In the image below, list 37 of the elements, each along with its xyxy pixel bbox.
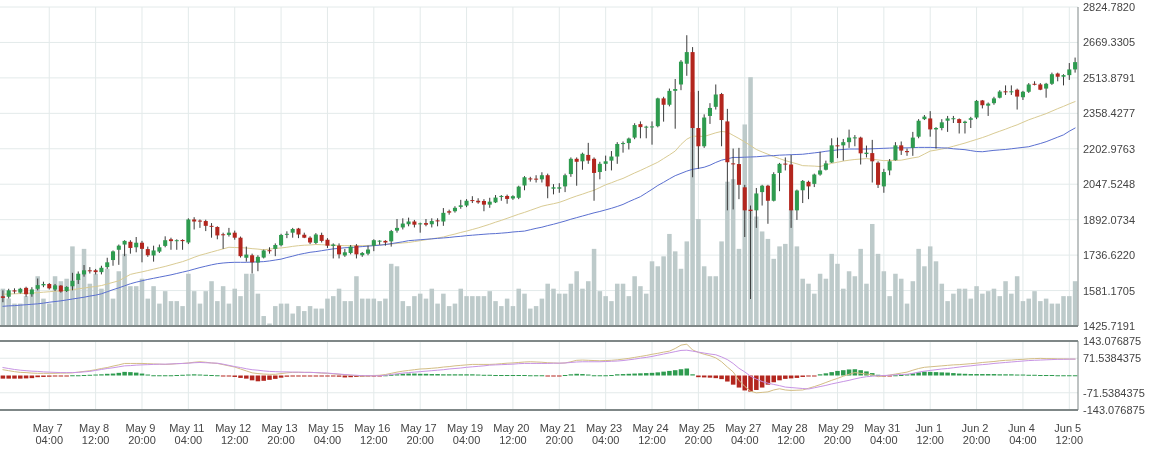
y-tick-label: 1892.0734 xyxy=(1083,213,1135,226)
x-tick-label: May 8 12:00 xyxy=(79,422,113,446)
x-tick-label: May 29 20:00 xyxy=(817,422,858,446)
y-tick-label: 2202.9763 xyxy=(1083,142,1135,155)
x-tick-label: May 7 04:00 xyxy=(32,422,66,446)
y-tick-label: 1425.7191 xyxy=(1083,320,1135,332)
x-tick-label: May 16 12:00 xyxy=(354,422,394,446)
x-tick-label: May 28 12:00 xyxy=(771,422,811,446)
y-tick-label: 71.5384375 xyxy=(1083,352,1142,365)
x-tick-label: May 9 20:00 xyxy=(125,422,159,446)
x-tick-label: May 11 04:00 xyxy=(169,422,208,446)
x-tick-label: May 20 12:00 xyxy=(493,422,533,446)
x-tick-label: May 19 04:00 xyxy=(446,422,487,446)
x-tick-label: May 31 04:00 xyxy=(864,422,904,446)
x-tick-label: May 27 04:00 xyxy=(725,422,765,446)
x-tick-label: May 25 20:00 xyxy=(678,422,718,446)
y-tick-label: 2824.7820 xyxy=(1083,1,1135,13)
x-tick-label: Jun 4 04:00 xyxy=(1007,422,1038,446)
x-tick-label: May 17 20:00 xyxy=(400,422,440,446)
x-tick-label: May 15 04:00 xyxy=(307,422,348,446)
x-tick-label: May 21 20:00 xyxy=(539,422,579,446)
x-tick-label: Jun 2 20:00 xyxy=(961,422,992,446)
x-tick-label: Jun 5 12:00 xyxy=(1054,422,1085,446)
x-tick-label: Jun 1 12:00 xyxy=(915,422,946,446)
y-tick-label: 2513.8791 xyxy=(1083,71,1135,84)
x-tick-label: May 13 20:00 xyxy=(261,422,301,446)
x-tick-label: May 12 12:00 xyxy=(215,422,255,446)
y-tick-label: 2669.3305 xyxy=(1083,36,1135,49)
x-tick-label: May 23 04:00 xyxy=(586,422,626,446)
y-tick-label: -143.076875 xyxy=(1083,404,1145,416)
x-tick-label: May 24 12:00 xyxy=(632,422,672,446)
y-tick-label: 2358.4277 xyxy=(1083,107,1135,120)
y-tick-label: 143.076875 xyxy=(1083,335,1142,347)
y-tick-label: -71.5384375 xyxy=(1083,386,1145,399)
y-tick-label: 1581.1705 xyxy=(1083,284,1135,297)
y-tick-label: 2047.5248 xyxy=(1083,178,1135,191)
y-tick-label: 1736.6220 xyxy=(1083,249,1135,262)
